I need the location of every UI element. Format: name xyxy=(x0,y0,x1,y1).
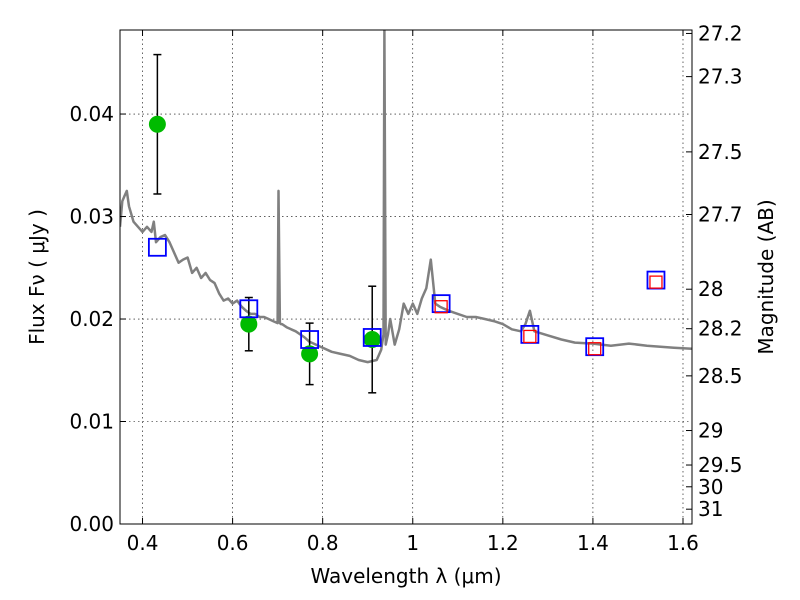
y-tick-label: 0.01 xyxy=(69,410,114,434)
y-tick-label: 0.04 xyxy=(69,102,114,126)
grid-lines xyxy=(120,30,692,525)
y2-tick-label: 31 xyxy=(698,497,723,521)
y-tick-label: 0.02 xyxy=(69,307,114,331)
x-axis: 0.4 0.6 0.8 1 1.2 1.4 1.6 xyxy=(127,30,699,555)
y-axis: 0.00 0.01 0.02 0.03 0.04 xyxy=(69,102,126,536)
x-tick-label: 0.6 xyxy=(217,531,249,555)
secondary-photometry-square xyxy=(649,275,663,289)
x-tick-label: 1.4 xyxy=(577,531,609,555)
x-tick-label: 1.2 xyxy=(487,531,519,555)
observed-point xyxy=(240,315,258,333)
y-tick-label: 0.03 xyxy=(69,205,114,229)
y2-tick-label: 27.5 xyxy=(698,140,743,164)
model-photometry-square xyxy=(300,330,320,349)
y2-tick-label: 27.3 xyxy=(698,65,743,89)
plot-frame xyxy=(119,29,693,525)
secondary-photometry-square xyxy=(523,329,537,344)
model-spectrum-line xyxy=(120,30,692,364)
secondary-photometry-square xyxy=(434,300,448,314)
observed-point xyxy=(301,345,319,363)
x-tick-label: 1.6 xyxy=(667,531,699,555)
x-tick-label: 0.8 xyxy=(307,531,339,555)
y2-tick-label: 28.2 xyxy=(698,317,743,341)
y2-tick-label: 27.7 xyxy=(698,202,743,226)
secondary-photometry-square xyxy=(588,342,602,356)
x-tick-label: 0.4 xyxy=(127,531,159,555)
y2-tick-label: 27.2 xyxy=(698,21,743,45)
y2-tick-label: 30 xyxy=(698,475,723,499)
observed-point xyxy=(148,115,166,133)
plot-area xyxy=(120,30,692,394)
y2-tick-label: 28.5 xyxy=(698,364,743,388)
y2-tick-label: 29.5 xyxy=(698,453,743,477)
model-photometry-square xyxy=(362,328,382,347)
y2-tick-label: 29 xyxy=(698,419,723,443)
secondary-y-axis-label: Magnitude (AB) xyxy=(754,199,778,354)
y2-tick-label: 28 xyxy=(698,277,723,301)
y-axis-label: Flux Fν ( μJy ) xyxy=(25,209,49,345)
model-photometry-square xyxy=(147,237,167,257)
model-photometry-square xyxy=(239,299,259,319)
y-tick-label: 0.00 xyxy=(69,512,114,536)
x-axis-label: Wavelength λ (μm) xyxy=(310,564,501,588)
x-tick-label: 1 xyxy=(406,531,419,555)
